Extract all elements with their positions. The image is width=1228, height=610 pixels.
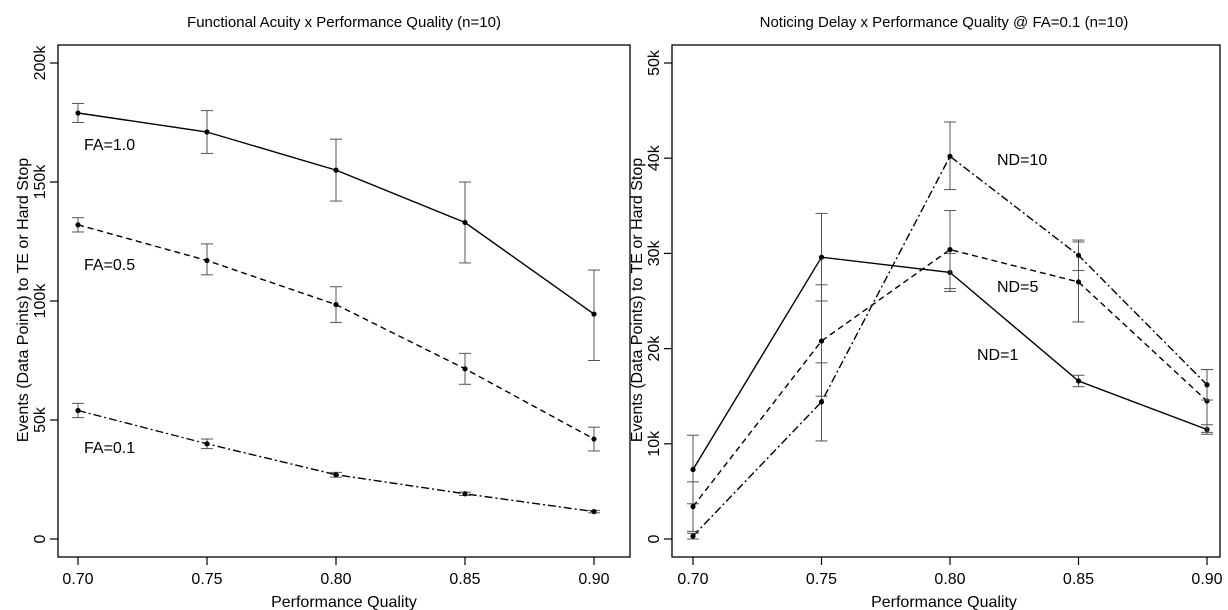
y-tick-label: 150k	[32, 164, 49, 200]
data-point	[947, 153, 953, 159]
series-line	[77, 224, 595, 440]
functional-acuity-panel: Functional Acuity x Performance Quality …	[15, 14, 631, 610]
data-point	[75, 110, 81, 116]
x-axis: 0.70 0.75 0.80 0.85 0.90	[677, 557, 1223, 588]
y-tick-label: 40k	[646, 144, 663, 171]
data-point	[1075, 378, 1082, 384]
data-point	[591, 436, 597, 442]
x-tick-label: 0.80	[934, 571, 965, 588]
x-tick-label: 0.75	[191, 571, 222, 588]
data-point	[462, 366, 468, 372]
data-point	[1075, 279, 1082, 285]
y-tick-label: 0	[646, 534, 663, 543]
data-point	[204, 257, 210, 264]
data-point	[818, 338, 825, 344]
data-point	[591, 311, 597, 317]
data-point	[1075, 252, 1082, 258]
x-tick-label: 0.70	[62, 571, 93, 588]
data-point	[462, 491, 468, 497]
data-point	[818, 399, 825, 405]
series-marks: FA=1.0 FA=0.5 FA=0.1	[72, 102, 600, 515]
panel-title: Functional Acuity x Performance Quality …	[187, 14, 501, 31]
series-line	[77, 409, 595, 513]
data-point	[75, 222, 81, 228]
y-tick-label: 50k	[32, 406, 49, 433]
data-point	[333, 167, 339, 173]
plot-frame	[671, 44, 1221, 558]
data-point	[333, 301, 339, 308]
x-tick-label: 0.75	[806, 571, 837, 588]
y-tick-label: 50k	[646, 49, 663, 76]
y-tick-label: 0	[32, 534, 49, 543]
x-tick-label: 0.85	[449, 571, 480, 588]
series-label: ND=10	[997, 152, 1047, 169]
data-point	[204, 441, 210, 447]
y-axis: 0 50k 100k 150k 200k	[32, 45, 58, 543]
y-tick-label: 20k	[646, 335, 663, 362]
data-point	[75, 407, 81, 414]
y-tick-label: 10k	[646, 430, 663, 457]
series-label: ND=1	[977, 347, 1018, 364]
x-tick-label: 0.90	[578, 571, 609, 588]
data-point	[204, 129, 210, 135]
y-tick-label: 100k	[32, 283, 49, 319]
data-point	[591, 509, 597, 515]
y-tick-label: 30k	[646, 240, 663, 267]
y-axis-label: Events (Data Points) to TE or Hard Stop	[15, 158, 32, 442]
x-axis-label: Performance Quality	[271, 594, 417, 610]
panel-title: Noticing Delay x Performance Quality @ F…	[760, 14, 1129, 31]
series-label: ND=5	[997, 279, 1038, 296]
y-tick-label: 200k	[32, 45, 49, 81]
y-axis: 0 10k 20k 30k 40k 50k	[646, 49, 672, 543]
series-label: FA=1.0	[84, 137, 135, 154]
data-point	[690, 533, 696, 539]
series-line	[692, 155, 1208, 537]
y-axis-label: Events (Data Points) to TE or Hard Stop	[629, 158, 646, 442]
data-point	[818, 254, 825, 260]
data-point	[462, 219, 468, 226]
x-axis-label: Performance Quality	[871, 594, 1017, 610]
series-marks: ND=1 ND=5 ND=10	[687, 121, 1213, 540]
data-point	[1204, 382, 1210, 388]
series-label: FA=0.5	[84, 257, 135, 274]
x-axis: 0.70 0.75 0.80 0.85 0.90	[62, 557, 610, 588]
data-point	[690, 466, 696, 473]
x-tick-label: 0.70	[677, 571, 708, 588]
data-point	[947, 246, 953, 253]
plot-frame	[57, 44, 631, 558]
data-point	[690, 504, 696, 510]
x-tick-label: 0.90	[1191, 571, 1222, 588]
x-tick-label: 0.85	[1063, 571, 1094, 588]
data-point	[333, 472, 339, 478]
noticing-delay-panel: Noticing Delay x Performance Quality @ F…	[629, 14, 1223, 610]
x-tick-label: 0.80	[320, 571, 351, 588]
series-label: FA=0.1	[84, 440, 135, 457]
